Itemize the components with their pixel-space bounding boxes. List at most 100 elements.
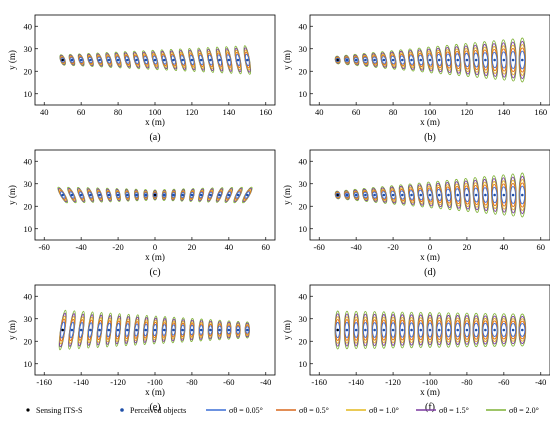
error-ellipse bbox=[445, 53, 452, 67]
error-ellipse-group bbox=[180, 188, 186, 202]
error-ellipse bbox=[171, 192, 176, 198]
perceived-object-point bbox=[493, 193, 496, 197]
error-ellipse bbox=[418, 322, 424, 338]
error-ellipse-group bbox=[371, 52, 379, 68]
error-ellipse bbox=[372, 56, 378, 64]
error-ellipse bbox=[372, 191, 378, 199]
x-tick-label: -140 bbox=[348, 377, 364, 387]
error-ellipse-group bbox=[426, 312, 434, 348]
error-ellipse bbox=[106, 191, 111, 199]
error-ellipse bbox=[134, 56, 139, 64]
error-ellipse bbox=[362, 56, 368, 64]
error-ellipse bbox=[143, 323, 148, 337]
perceived-object-point bbox=[502, 58, 506, 62]
perceived-object-point bbox=[474, 328, 478, 332]
error-ellipse bbox=[124, 56, 130, 64]
perceived-object-point bbox=[382, 58, 386, 62]
error-ellipse-group bbox=[481, 176, 490, 214]
error-ellipse bbox=[344, 322, 350, 338]
error-ellipse-group bbox=[114, 313, 122, 347]
error-ellipse-group bbox=[352, 53, 360, 67]
y-axis-label: y (m) bbox=[7, 50, 17, 70]
perceived-object-point bbox=[447, 328, 450, 332]
y-tick-label: 20 bbox=[299, 66, 308, 76]
error-ellipse-group bbox=[96, 187, 104, 203]
error-ellipse-group bbox=[161, 316, 168, 344]
legend: Sensing ITS-S Perceived objects σθ = 0.05°… bbox=[26, 406, 539, 415]
sensing-its-s-point bbox=[153, 193, 157, 197]
perceived-object-point bbox=[162, 58, 166, 62]
x-tick-label: -60 bbox=[314, 242, 325, 252]
perceived-object-point bbox=[126, 58, 129, 62]
error-ellipse bbox=[134, 323, 139, 337]
legend-sensing-label: Sensing ITS-S bbox=[36, 406, 82, 415]
error-ellipse-group bbox=[161, 189, 167, 201]
error-ellipse bbox=[115, 56, 121, 64]
error-ellipse bbox=[381, 322, 387, 338]
error-ellipse bbox=[418, 54, 424, 66]
error-ellipse-group bbox=[67, 186, 77, 204]
error-ellipse bbox=[244, 191, 250, 199]
error-ellipse bbox=[88, 191, 93, 199]
error-ellipse-group bbox=[105, 187, 112, 203]
error-ellipse bbox=[519, 50, 526, 70]
perceived-object-point bbox=[391, 58, 395, 62]
error-ellipse-group bbox=[207, 319, 214, 341]
x-tick-label: -100 bbox=[147, 377, 163, 387]
x-axis-label: x (m) bbox=[420, 387, 440, 397]
x-tick-label: 20 bbox=[188, 242, 197, 252]
perceived-object-point bbox=[345, 328, 349, 332]
y-tick-label: 30 bbox=[24, 314, 33, 324]
y-tick-label: 20 bbox=[299, 336, 308, 346]
perceived-object-point bbox=[144, 58, 148, 62]
y-tick-label: 10 bbox=[24, 359, 33, 369]
error-ellipse-group bbox=[189, 317, 195, 343]
error-ellipse bbox=[436, 54, 442, 66]
error-ellipse bbox=[335, 57, 340, 63]
error-ellipse bbox=[519, 323, 526, 337]
error-ellipse-group bbox=[389, 50, 397, 70]
x-tick-label: 120 bbox=[186, 107, 199, 117]
perceived-object-point bbox=[391, 193, 395, 197]
error-ellipse bbox=[171, 55, 176, 65]
y-tick-label: 10 bbox=[24, 89, 33, 99]
error-ellipse-group bbox=[454, 312, 462, 348]
x-tick-label: -80 bbox=[461, 377, 472, 387]
error-ellipse bbox=[78, 57, 84, 63]
perceived-object-point bbox=[521, 328, 524, 332]
error-ellipse-group bbox=[362, 52, 369, 68]
error-ellipse-group bbox=[198, 318, 204, 342]
perceived-object-point bbox=[126, 328, 129, 332]
error-ellipse-group bbox=[243, 45, 252, 75]
perceived-object-point bbox=[428, 58, 432, 62]
x-tick-label: -120 bbox=[110, 377, 126, 387]
error-ellipse-group bbox=[518, 172, 526, 218]
error-ellipse bbox=[464, 187, 470, 203]
perceived-object-point bbox=[364, 193, 367, 197]
perceived-object-point bbox=[70, 193, 74, 197]
error-ellipse-group bbox=[500, 39, 508, 81]
x-tick-label: 0 bbox=[153, 242, 157, 252]
error-ellipse-group bbox=[152, 189, 158, 201]
error-ellipse-group bbox=[518, 37, 526, 83]
x-axis-label: x (m) bbox=[145, 252, 165, 262]
y-tick-label: 30 bbox=[299, 44, 308, 54]
error-ellipse-group bbox=[105, 52, 113, 68]
error-ellipse bbox=[60, 321, 66, 339]
error-ellipse bbox=[207, 54, 213, 66]
perceived-object-point bbox=[61, 193, 64, 197]
perceived-object-point bbox=[70, 328, 74, 332]
y-axis-label: y (m) bbox=[7, 185, 17, 205]
error-ellipse bbox=[390, 190, 396, 200]
perceived-object-point bbox=[484, 328, 487, 332]
error-ellipse-group bbox=[353, 310, 360, 350]
perceived-object-point bbox=[246, 193, 249, 197]
error-ellipse bbox=[353, 322, 359, 338]
sensing-its-s-point bbox=[61, 328, 64, 332]
perceived-object-point bbox=[484, 58, 487, 62]
y-tick-label: 40 bbox=[299, 156, 308, 166]
perceived-object-point bbox=[79, 193, 83, 197]
panel-0: 40 60 80 100 120 140 160 10 20 30 40 x (m) y (m) (a) bbox=[7, 14, 276, 143]
error-ellipse-group bbox=[398, 49, 406, 71]
error-ellipse bbox=[500, 323, 507, 337]
